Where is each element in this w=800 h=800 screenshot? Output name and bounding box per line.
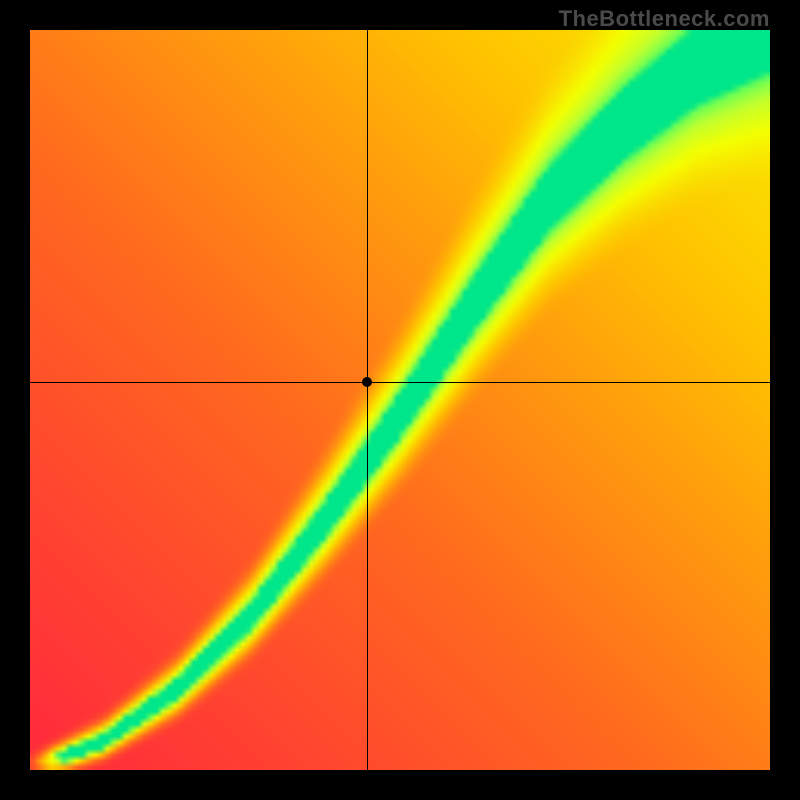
heatmap-canvas [30,30,770,770]
crosshair-marker [362,377,372,387]
crosshair-vertical [367,30,368,770]
crosshair-horizontal [30,382,770,383]
heatmap-plot [30,30,770,770]
watermark-text: TheBottleneck.com [559,6,770,32]
